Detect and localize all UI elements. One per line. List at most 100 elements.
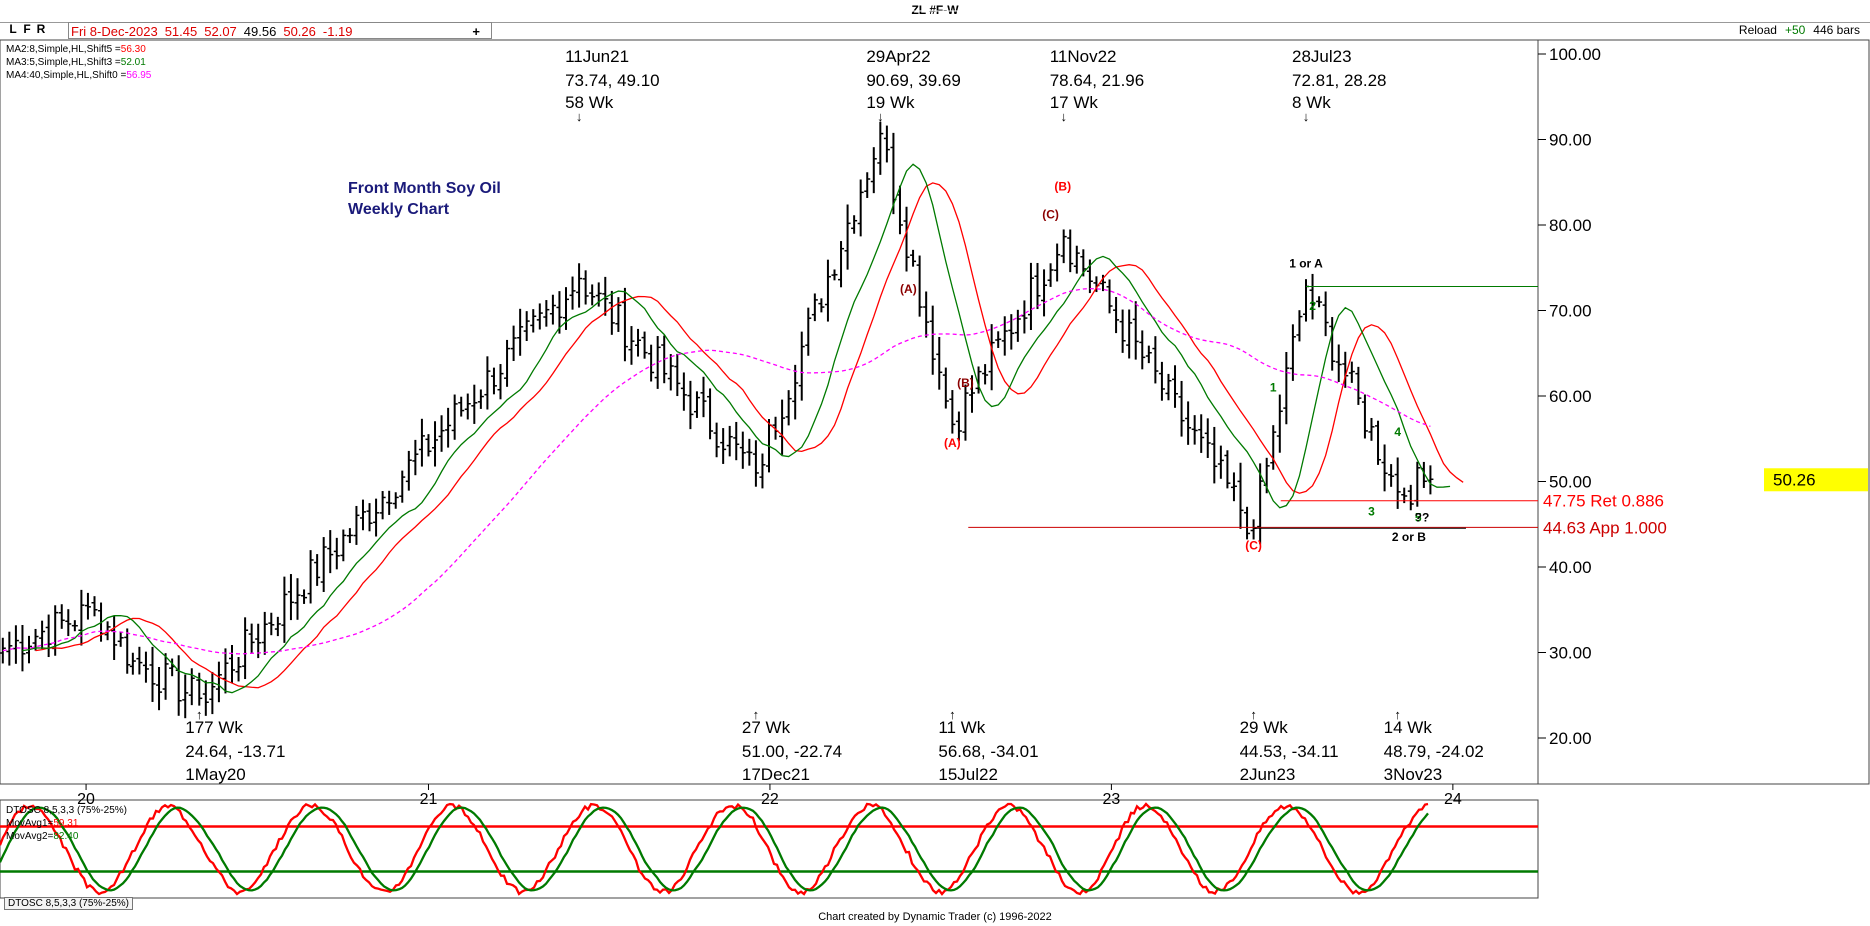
last-price-tag <box>1764 468 1868 492</box>
up-arrow-icon: ↑ <box>949 707 956 722</box>
low-annotation-date: 15Jul22 <box>938 765 998 784</box>
wave-label: ?? <box>1415 510 1430 524</box>
footer-credit: Chart created by Dynamic Trader (c) 1996… <box>818 911 1052 923</box>
title-bar: ZL #F-W <box>0 0 1870 23</box>
low-annotation-weeks: 177 Wk <box>185 718 243 737</box>
quote-low: 49.56 <box>243 24 277 39</box>
quote-high: 52.07 <box>204 24 237 39</box>
wave-label: 1 or A <box>1289 256 1323 270</box>
ma4-line <box>2 287 1431 655</box>
up-arrow-icon: ↑ <box>753 707 760 722</box>
high-annotation-weeks: 19 Wk <box>866 93 915 112</box>
ma-legend-label: MA2:8,Simple,HL,Shift5 = <box>6 44 121 55</box>
quote-box: Fri 8-Dec-2023 51.45 52.07 49.56 50.26 -1.19 … <box>68 22 492 39</box>
low-annotation-weeks: 29 Wk <box>1240 718 1289 737</box>
reload-button[interactable]: Reload <box>1738 23 1777 37</box>
high-annotation-weeks: 8 Wk <box>1292 93 1331 112</box>
low-annotation-values: 48.79, -24.02 <box>1384 742 1484 761</box>
low-annotation-weeks: 11 Wk <box>938 718 985 737</box>
r-button[interactable]: R <box>36 22 46 36</box>
ma3-line <box>22 163 1451 694</box>
reload-value: +50 <box>1784 23 1806 37</box>
low-annotation-values: 51.00, -22.74 <box>742 742 842 761</box>
x-tick-label: 23 <box>1103 791 1121 808</box>
osc-legend-title: DTOSC 8,5,3,3 (75%-25%) <box>6 805 127 816</box>
level-label: 44.63 App 1.000 <box>1543 518 1667 537</box>
low-annotation-date: 17Dec21 <box>742 765 810 784</box>
osc-legend-ma2: MovAvg2=82.40 <box>6 831 79 842</box>
wave-label: (A) <box>944 436 961 450</box>
osc-ma2-name: MovAvg2 <box>6 831 48 842</box>
level-label: 47.75 Ret 0.886 <box>1543 492 1664 511</box>
x-tick-label: 21 <box>420 791 438 808</box>
high-annotation-values: 72.81, 28.28 <box>1292 71 1387 90</box>
wave-label: 1 <box>1270 380 1277 394</box>
wave-label: 2 or B <box>1392 530 1426 544</box>
ma-legend-value: 56.30 <box>120 44 146 55</box>
up-arrow-icon: ↑ <box>1394 707 1401 722</box>
high-annotation-weeks: 58 Wk <box>565 93 614 112</box>
ma2-line <box>35 182 1464 689</box>
up-arrow-icon: ↑ <box>196 707 203 722</box>
last-price-label: 50.26 <box>1773 470 1816 489</box>
x-tick-label: 24 <box>1444 791 1462 808</box>
x-tick-label: 20 <box>77 791 95 808</box>
wave-label: 2 <box>1309 299 1316 313</box>
high-annotation-values: 73.74, 49.10 <box>565 71 660 90</box>
bars-count: 446 bars <box>1813 23 1860 37</box>
ma-legend-1: MA2:8,Simple,HL,Shift5 =56.30 <box>6 44 146 55</box>
wave-label: 5 <box>1415 510 1422 524</box>
y-tick-label: 40.00 <box>1549 558 1592 577</box>
low-annotation-date: 3Nov23 <box>1384 765 1443 784</box>
high-annotation-date: 11Jun21 <box>565 47 629 66</box>
reload-bar: Reload +50 446 bars <box>1731 23 1860 37</box>
low-annotation-values: 56.68, -34.01 <box>938 742 1038 761</box>
y-tick-label: 90.00 <box>1549 131 1592 150</box>
osc-movavg1-line <box>0 802 1429 896</box>
osc-tab-label[interactable]: DTOSC 8,5,3,3 (75%-25%) <box>4 897 133 910</box>
quote-date: Fri 8-Dec-2023 <box>71 24 158 39</box>
l-button[interactable]: L <box>9 22 17 36</box>
wave-label: (C) <box>1042 208 1059 222</box>
osc-pane-frame <box>0 799 1539 899</box>
ma-legend-value: 56.95 <box>126 70 152 81</box>
chart-subtitle: Weekly Chart <box>348 201 450 218</box>
high-annotation-values: 78.64, 21.96 <box>1050 71 1145 90</box>
add-icon[interactable]: + <box>472 24 480 39</box>
low-annotation-weeks: 27 Wk <box>742 718 791 737</box>
wave-label: (B) <box>957 376 974 390</box>
down-arrow-icon: ↓ <box>576 109 583 124</box>
low-annotation-weeks: 14 Wk <box>1384 718 1433 737</box>
f-button[interactable]: F <box>23 22 31 36</box>
high-annotation-values: 90.69, 39.69 <box>866 71 961 90</box>
osc-ma1-value: 59.31 <box>53 818 79 829</box>
down-arrow-icon: ↓ <box>1060 109 1067 124</box>
y-tick-label: 70.00 <box>1549 302 1592 321</box>
down-arrow-icon: ↓ <box>877 109 884 124</box>
ma-legend-label: MA4:40,Simple,HL,Shift0 = <box>6 70 127 81</box>
quote-change: -1.19 <box>322 24 353 39</box>
chart-subtitle: Front Month Soy Oil <box>348 180 501 197</box>
low-annotation-values: 44.53, -34.11 <box>1240 742 1339 761</box>
high-annotation-date: 11Nov22 <box>1050 47 1117 66</box>
wave-label: 3 <box>1368 504 1375 518</box>
high-annotation-weeks: 17 Wk <box>1050 93 1099 112</box>
osc-movavg2-line <box>0 806 1429 892</box>
down-arrow-icon: ↓ <box>1303 109 1310 124</box>
price-pane-frame <box>0 39 1870 785</box>
y-tick-label: 30.00 <box>1549 644 1592 663</box>
high-annotation-date: 28Jul23 <box>1292 47 1352 66</box>
wave-label: (A) <box>900 282 917 296</box>
wave-label: 4 <box>1394 425 1401 439</box>
quote-open: 51.45 <box>164 24 198 39</box>
up-arrow-icon: ↑ <box>1250 707 1257 722</box>
y-tick-label: 20.00 <box>1549 729 1592 748</box>
ma-legend-2: MA3:5,Simple,HL,Shift3 =52.01 <box>6 57 146 68</box>
high-annotation-date: 29Apr22 <box>866 47 930 66</box>
low-annotation-values: 24.64, -13.71 <box>185 742 285 761</box>
chart-title: ZL #F-W <box>911 3 959 17</box>
y-tick-label: 60.00 <box>1549 387 1592 406</box>
